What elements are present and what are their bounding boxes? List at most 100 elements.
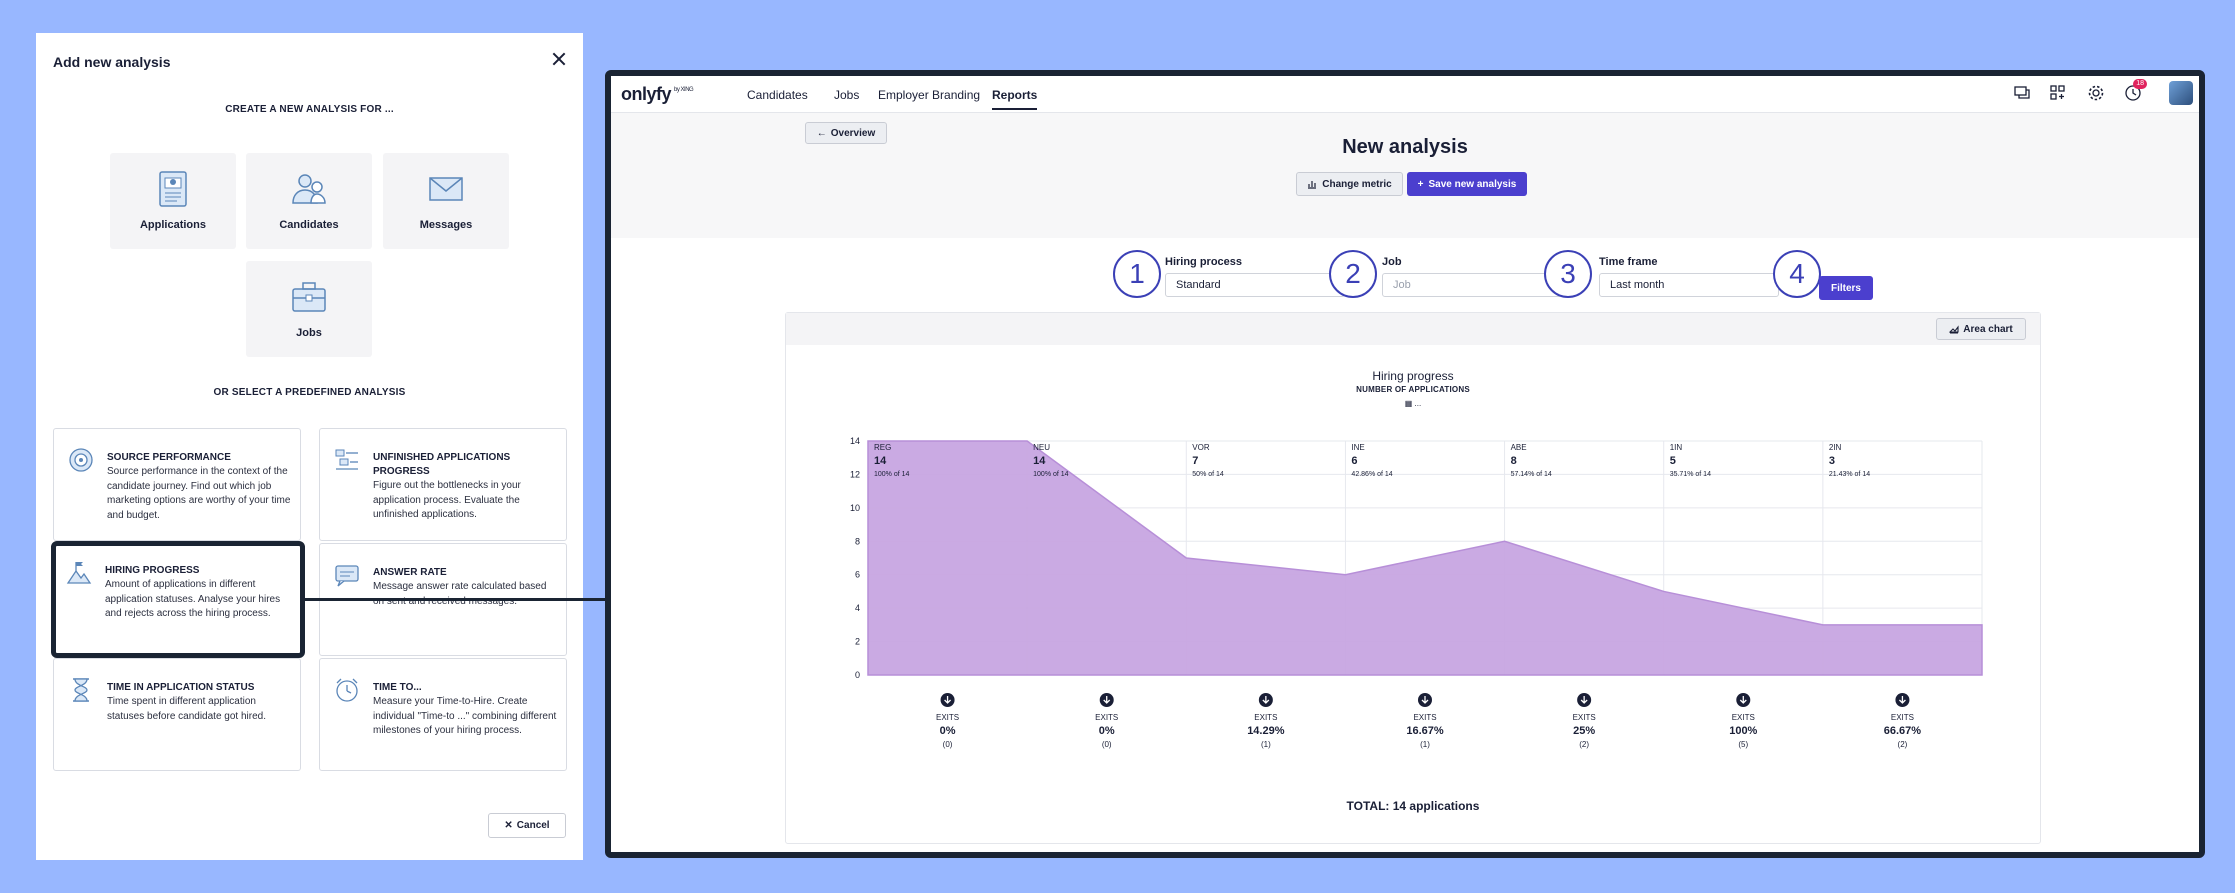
card-description: Measure your Time-to-Hire. Create indivi… [373, 696, 557, 736]
y-tick-label: 10 [850, 503, 860, 513]
exits-percent: 25% [1573, 725, 1595, 737]
tile-applications[interactable]: Applications [110, 153, 236, 249]
avatar[interactable] [2169, 81, 2193, 105]
card-time-to[interactable]: TIME TO... Measure your Time-to-Hire. Cr… [319, 658, 567, 771]
notifications-button[interactable]: 18 [2124, 79, 2147, 102]
logo[interactable]: onlyfy by XING [621, 84, 694, 105]
mountain-flag-icon [66, 562, 92, 584]
step-marker-3: 3 [1544, 250, 1592, 298]
arrow-down-icon [944, 696, 952, 704]
chart-toolbar: Area chart [786, 313, 2040, 345]
category-label: ABE [1511, 443, 1527, 452]
area-chart-button[interactable]: Area chart [1936, 318, 2026, 340]
hiring-process-select[interactable]: Standard [1165, 273, 1345, 297]
filters-button[interactable]: Filters [1819, 276, 1873, 300]
card-hiring-progress[interactable]: HIRING PROGRESS Amount of applications i… [51, 541, 305, 658]
candidates-icon [292, 174, 326, 204]
timeframe-label: Time frame [1599, 256, 1658, 268]
exits-percent: 0% [1099, 725, 1115, 737]
card-description: Amount of applications in different appl… [105, 579, 281, 619]
total-applications: TOTAL: 14 applications [1346, 799, 1480, 813]
y-tick-label: 2 [855, 637, 860, 647]
hiring-process-label: Hiring process [1165, 256, 1243, 268]
tile-jobs[interactable]: Jobs [246, 261, 372, 357]
exits-count: (1) [1420, 740, 1430, 749]
arrow-down-icon [1739, 696, 1747, 704]
chart-legend[interactable]: ▦ ... [786, 399, 2040, 408]
value-label: 7 [1192, 455, 1198, 467]
y-tick-label: 0 [855, 670, 860, 680]
exits-count: (1) [1261, 740, 1271, 749]
nav-reports[interactable]: Reports [992, 88, 1038, 110]
chart-title: Hiring progress [1372, 369, 1454, 383]
value-label: 14 [874, 455, 887, 467]
arrow-down-icon [1898, 696, 1906, 704]
percent-label: 100% of 14 [1033, 471, 1069, 478]
tile-label: Messages [419, 219, 473, 231]
connector-line [300, 598, 608, 601]
exits-percent: 100% [1729, 725, 1757, 737]
area-chart-icon [1949, 325, 1959, 334]
value-label: 6 [1351, 455, 1357, 467]
percent-label: 35.71% of 14 [1670, 471, 1711, 478]
list-icon [335, 449, 358, 470]
apps-grid-icon[interactable] [2049, 84, 2067, 102]
area-series [867, 440, 1983, 676]
exits-label: EXITS [1095, 713, 1118, 722]
header-band: ← Overview New analysis Change metric + … [611, 113, 2199, 238]
card-unfinished-applications[interactable]: UNFINISHED APPLICATIONS PROGRESS Figure … [319, 428, 567, 541]
card-source-performance[interactable]: SOURCE PERFORMANCE Source performance in… [53, 428, 301, 541]
predefined-heading: OR SELECT A PREDEFINED ANALYSIS [213, 387, 406, 398]
cancel-button[interactable]: ✕ Cancel [488, 813, 566, 838]
exits-percent: 66.67% [1884, 725, 1922, 737]
exits-percent: 0% [940, 725, 956, 737]
legend-label: ... [1414, 399, 1422, 408]
y-tick-label: 8 [855, 536, 860, 546]
job-label: Job [1382, 256, 1402, 268]
tile-label: Applications [139, 219, 206, 231]
tile-candidates[interactable]: Candidates [246, 153, 372, 249]
step-marker-1: 1 [1113, 250, 1161, 298]
logo-text: onlyfy [621, 84, 672, 104]
applications-icon [159, 171, 187, 207]
close-icon[interactable] [549, 49, 569, 69]
messages-icon [429, 177, 463, 201]
card-title: ANSWER RATE [373, 567, 447, 578]
card-description: Source performance in the context of the… [107, 466, 291, 521]
legend-swatch-icon: ▦ [1404, 399, 1415, 408]
value-label: 3 [1829, 455, 1835, 467]
overview-back-button[interactable]: ← Overview [805, 122, 887, 144]
card-time-in-status[interactable]: TIME IN APPLICATION STATUS Time spent in… [53, 658, 301, 771]
y-tick-label: 12 [850, 469, 860, 479]
card-description: Figure out the bottlenecks in your appli… [373, 480, 521, 520]
card-title: SOURCE PERFORMANCE [107, 452, 231, 463]
nav-employer-branding[interactable]: Employer Branding [878, 88, 981, 102]
top-navigation: onlyfy by XING Candidates Jobs Employer B… [611, 76, 2199, 113]
change-metric-button[interactable]: Change metric [1296, 172, 1403, 196]
percent-label: 100% of 14 [874, 471, 910, 478]
chat-icon[interactable] [2013, 84, 2031, 102]
alarm-clock-icon [336, 678, 358, 702]
exits-label: EXITS [1254, 713, 1277, 722]
value-label: 8 [1511, 455, 1517, 467]
nav-jobs[interactable]: Jobs [834, 88, 860, 102]
nav-candidates[interactable]: Candidates [747, 88, 808, 102]
save-analysis-button[interactable]: + Save new analysis [1407, 172, 1527, 196]
create-heading: CREATE A NEW ANALYSIS FOR ... [225, 104, 394, 115]
gear-icon[interactable] [2087, 84, 2105, 102]
save-analysis-label: Save new analysis [1428, 178, 1517, 190]
tile-messages[interactable]: Messages [383, 153, 509, 249]
y-tick-label: 6 [855, 570, 860, 580]
dialog-title: Add new analysis [53, 54, 171, 70]
job-input[interactable]: Job [1382, 273, 1562, 297]
exits-percent: 14.29% [1247, 725, 1285, 737]
percent-label: 21.43% of 14 [1829, 471, 1870, 478]
tile-label: Jobs [296, 327, 322, 339]
app-window: onlyfy by XING Candidates Jobs Employer B… [605, 70, 2205, 858]
logo-by: by XING [674, 87, 694, 93]
value-label: 5 [1670, 455, 1676, 467]
category-label: REG [874, 443, 891, 452]
arrow-down-icon [1103, 696, 1111, 704]
timeframe-select[interactable]: Last month [1599, 273, 1779, 297]
card-description: Message answer rate calculated based on … [373, 581, 547, 607]
